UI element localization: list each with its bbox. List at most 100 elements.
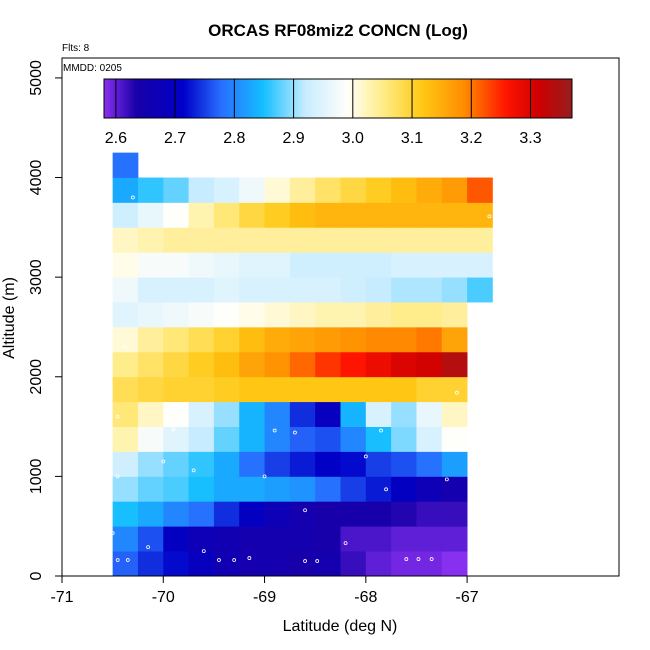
colorbar-segment bbox=[410, 79, 413, 118]
flight-point bbox=[110, 531, 115, 536]
colorbar-segment bbox=[468, 79, 472, 118]
heatmap-cell bbox=[264, 451, 291, 477]
colorbar-segment bbox=[423, 79, 427, 118]
colorbar-segment bbox=[392, 79, 396, 118]
flight-point bbox=[384, 487, 388, 492]
colorbar-segment bbox=[425, 79, 429, 118]
colorbar-segment bbox=[456, 79, 460, 118]
heatmap-cell bbox=[188, 426, 215, 452]
colorbar-segment bbox=[322, 79, 325, 118]
colorbar-tick-label: 3.2 bbox=[460, 130, 482, 147]
colorbar-segment bbox=[244, 79, 247, 118]
colorbar-segment bbox=[215, 79, 218, 118]
heatmap-cell bbox=[264, 476, 291, 502]
heatmap-cell bbox=[365, 426, 392, 452]
heatmap-cell bbox=[289, 277, 316, 303]
heatmap-cell bbox=[188, 326, 215, 353]
colorbar-segment bbox=[343, 79, 347, 118]
heatmap-cell bbox=[391, 326, 417, 353]
heatmap-cell bbox=[137, 451, 164, 477]
heatmap-cell bbox=[264, 227, 291, 253]
y-tick-label: 5000 bbox=[28, 60, 45, 96]
colorbar-segment bbox=[519, 79, 522, 118]
colorbar-segment bbox=[414, 79, 417, 118]
heatmap-cell bbox=[441, 302, 468, 328]
flight-point bbox=[201, 549, 206, 553]
heatmap-cell bbox=[365, 401, 392, 427]
colorbar-segment bbox=[517, 79, 520, 118]
heatmap-cell bbox=[416, 526, 443, 552]
flight-point bbox=[191, 468, 196, 473]
heatmap-cell bbox=[315, 252, 341, 278]
heatmap-cell bbox=[264, 252, 291, 278]
colorbar-tick-label: 2.6 bbox=[105, 130, 127, 147]
heatmap-cell bbox=[340, 501, 367, 527]
heatmap-cell bbox=[340, 326, 367, 353]
colorbar-tick-label: 3.1 bbox=[401, 130, 423, 147]
colorbar-segment bbox=[494, 79, 497, 118]
heatmap-cell bbox=[163, 277, 189, 303]
colorbar-segment bbox=[429, 79, 433, 118]
colorbar-segment bbox=[304, 79, 308, 118]
colorbar-segment bbox=[172, 79, 175, 118]
heatmap-cell bbox=[289, 426, 316, 452]
heatmap-cell bbox=[416, 451, 443, 477]
heatmap-cell bbox=[289, 227, 316, 253]
x-tick-label: -68 bbox=[354, 589, 377, 606]
heatmap-cell bbox=[213, 351, 240, 378]
heatmap-cell bbox=[163, 177, 189, 203]
colorbar-tick-label: 2.9 bbox=[282, 130, 304, 147]
colorbar-segment bbox=[113, 79, 117, 118]
heatmap-cell bbox=[213, 326, 240, 353]
colorbar-segment bbox=[205, 79, 208, 118]
heatmap-cell bbox=[391, 376, 417, 403]
colorbar-segment bbox=[330, 79, 333, 118]
heatmap-cell bbox=[340, 526, 367, 552]
heatmap-cell bbox=[112, 551, 139, 577]
colorbar-segment bbox=[310, 79, 314, 118]
colorbar-segment bbox=[273, 79, 277, 118]
colorbar-segment bbox=[431, 79, 435, 118]
heatmap-cell bbox=[239, 227, 265, 253]
heatmap-cell bbox=[163, 202, 189, 228]
colorbar-segment bbox=[207, 79, 210, 118]
heatmap-cell bbox=[416, 227, 443, 253]
heatmap-cell bbox=[391, 551, 417, 577]
heatmap-cell bbox=[289, 376, 316, 403]
flight-point bbox=[303, 559, 307, 563]
heatmap-cell bbox=[289, 526, 316, 552]
heatmap-cell bbox=[264, 177, 291, 203]
flight-point bbox=[122, 344, 127, 349]
colorbar-segment bbox=[396, 79, 399, 118]
colorbar-segment bbox=[451, 79, 454, 118]
heatmap-cell bbox=[416, 426, 443, 452]
colorbar-segment bbox=[139, 79, 142, 118]
colorbar-segment bbox=[416, 79, 419, 118]
colorbar-segment bbox=[150, 79, 154, 118]
colorbar-segment bbox=[527, 79, 530, 118]
colorbar-segment bbox=[183, 79, 187, 118]
heatmap-cell bbox=[289, 501, 316, 527]
colorbar-segment bbox=[246, 79, 249, 118]
heatmap-cell bbox=[441, 277, 468, 303]
colorbar-segment bbox=[222, 79, 226, 118]
heatmap-cell bbox=[112, 526, 139, 552]
heatmap-cell bbox=[213, 302, 240, 328]
heatmap-cell bbox=[315, 177, 341, 203]
colorbar-segment bbox=[400, 79, 403, 118]
colorbar-segment bbox=[152, 79, 156, 118]
flight-point bbox=[416, 557, 421, 561]
heatmap-cell bbox=[264, 526, 291, 552]
heatmap-cell bbox=[188, 376, 215, 403]
heatmap-cell bbox=[416, 202, 443, 228]
colorbar-segment bbox=[380, 79, 384, 118]
heatmap-cell bbox=[188, 501, 215, 527]
colorbar-segment bbox=[353, 79, 357, 118]
heatmap-cell bbox=[315, 451, 341, 477]
colorbar-segment bbox=[462, 79, 466, 118]
heatmap-cell bbox=[213, 177, 240, 203]
colorbar-segment bbox=[250, 79, 253, 118]
y-axis-label: Altitude (m) bbox=[1, 277, 18, 359]
colorbar-segment bbox=[158, 79, 162, 118]
